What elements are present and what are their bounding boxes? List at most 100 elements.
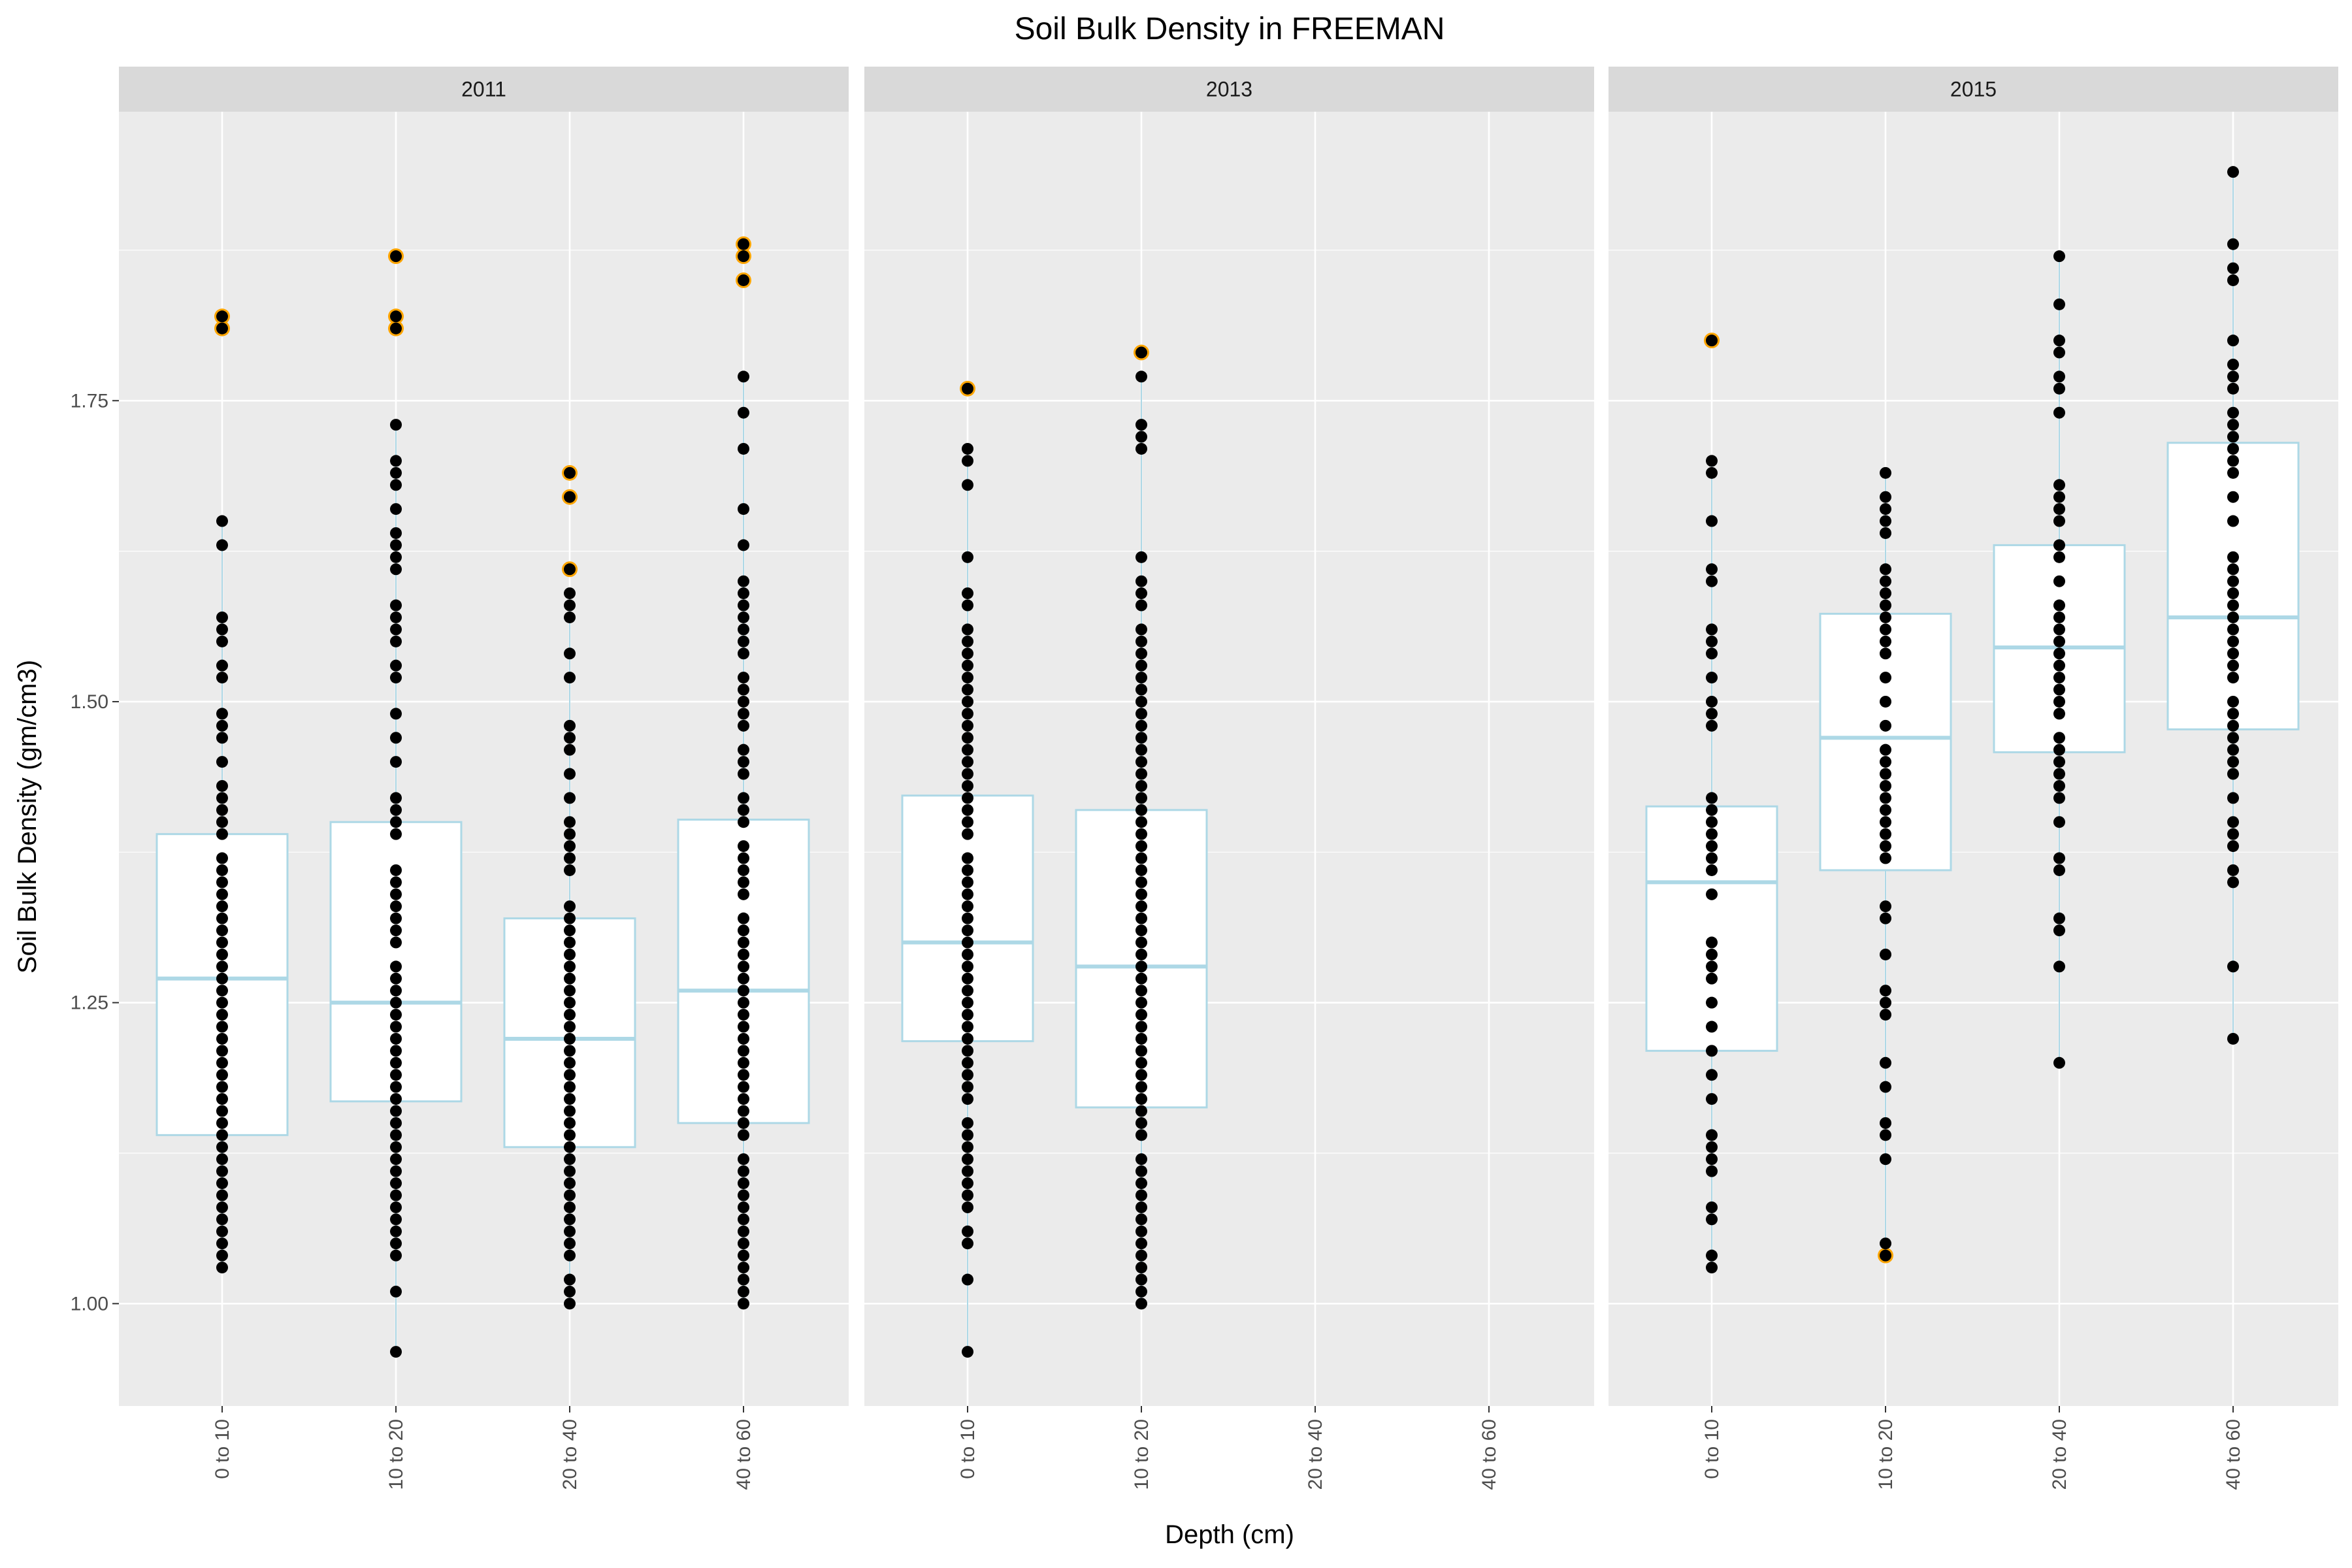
data-point — [2227, 768, 2239, 780]
data-point — [216, 779, 228, 792]
data-point — [390, 936, 402, 949]
data-point — [738, 575, 749, 587]
data-point — [390, 623, 402, 636]
data-point — [2227, 335, 2239, 347]
data-point — [216, 1201, 228, 1213]
data-point — [564, 972, 576, 985]
data-point — [2053, 647, 2065, 660]
data-point — [1880, 768, 1891, 780]
data-point — [962, 587, 973, 600]
data-point — [2227, 238, 2239, 250]
data-point — [216, 1021, 228, 1033]
y-tick-label: 1.25 — [71, 992, 108, 1014]
data-point — [216, 708, 228, 720]
data-point — [738, 960, 749, 973]
data-point — [390, 1093, 402, 1105]
data-point — [564, 840, 576, 853]
x-tick-label: 0 to 10 — [1701, 1419, 1723, 1479]
data-point — [2053, 816, 2065, 828]
data-point — [1706, 647, 1718, 660]
data-point — [2227, 274, 2239, 286]
data-point — [2227, 659, 2239, 672]
data-point — [1880, 575, 1891, 587]
data-point — [216, 948, 228, 960]
data-point — [962, 876, 973, 889]
data-point — [390, 1249, 402, 1262]
data-point — [216, 804, 228, 816]
data-point — [1135, 599, 1147, 612]
data-point — [962, 792, 973, 804]
facet-label: 2013 — [1206, 78, 1252, 101]
data-point — [1706, 515, 1718, 527]
data-point — [738, 1153, 749, 1166]
facet-strip — [864, 67, 1594, 112]
data-point — [738, 370, 749, 383]
data-point — [1135, 876, 1147, 889]
data-point — [1135, 431, 1147, 443]
data-point — [564, 1081, 576, 1093]
data-point — [2227, 840, 2239, 853]
x-tick-label: 40 to 60 — [2223, 1419, 2244, 1490]
data-point — [1135, 1153, 1147, 1166]
data-point — [2053, 623, 2065, 636]
data-point — [738, 1189, 749, 1201]
data-point — [1706, 1201, 1718, 1213]
data-point — [1135, 647, 1147, 660]
data-point — [738, 1177, 749, 1190]
data-point — [738, 1032, 749, 1045]
data-point — [962, 1117, 973, 1129]
data-point — [1880, 828, 1891, 840]
data-point — [1135, 912, 1147, 924]
data-point — [1880, 1129, 1891, 1141]
data-point — [564, 924, 576, 937]
data-point — [1135, 587, 1147, 600]
data-point — [564, 1129, 576, 1141]
data-point — [1706, 804, 1718, 816]
data-point — [390, 563, 402, 576]
data-point — [1135, 732, 1147, 744]
data-point — [390, 659, 402, 672]
data-point — [1135, 1081, 1147, 1093]
data-point — [390, 1069, 402, 1081]
data-point — [962, 647, 973, 660]
data-point — [390, 455, 402, 467]
data-point — [2053, 743, 2065, 756]
data-point — [738, 647, 749, 660]
data-point — [1706, 936, 1718, 949]
data-point — [738, 852, 749, 864]
data-point — [962, 683, 973, 696]
data-point — [1135, 695, 1147, 708]
data-point — [2053, 406, 2065, 419]
data-point — [738, 442, 749, 455]
data-point — [738, 672, 749, 684]
data-point — [962, 551, 973, 563]
data-point — [390, 864, 402, 876]
data-point — [216, 1032, 228, 1045]
data-point — [390, 816, 402, 828]
data-point — [962, 888, 973, 900]
data-point — [1706, 708, 1718, 720]
data-point — [564, 1141, 576, 1153]
data-point — [2227, 708, 2239, 720]
data-point — [1706, 792, 1718, 804]
data-point — [390, 888, 402, 900]
data-point — [390, 1009, 402, 1021]
data-point — [390, 539, 402, 551]
data-point — [390, 1177, 402, 1190]
data-point — [2227, 466, 2239, 479]
data-point — [2227, 575, 2239, 587]
data-point — [1706, 719, 1718, 732]
data-point — [2227, 864, 2239, 876]
data-point — [390, 1153, 402, 1166]
data-point — [2227, 672, 2239, 684]
data-point — [216, 756, 228, 768]
data-point — [564, 1105, 576, 1117]
data-point — [564, 912, 576, 924]
data-point — [216, 972, 228, 985]
data-point — [390, 1237, 402, 1250]
data-point — [962, 1177, 973, 1190]
data-point — [390, 1105, 402, 1117]
data-point — [1135, 1273, 1147, 1286]
data-point — [962, 719, 973, 732]
data-point — [2227, 382, 2239, 395]
